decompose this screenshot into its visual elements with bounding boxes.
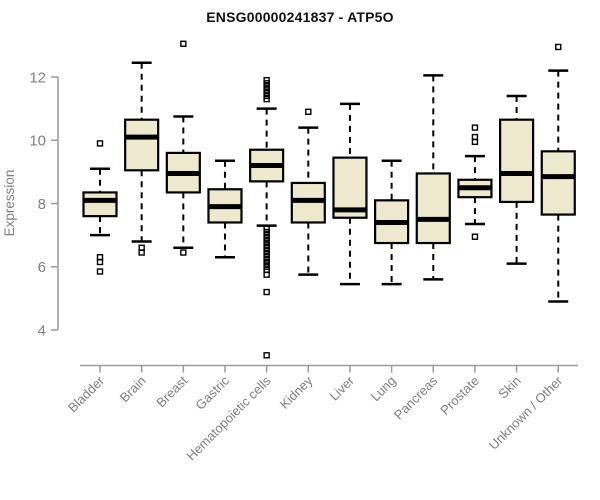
boxplot-unknown-other: [540, 43, 576, 303]
outlier-point: [138, 249, 145, 256]
boxplot-liver: [332, 102, 368, 286]
x-category-label: Bladder: [65, 373, 108, 416]
x-category-label: Lung: [368, 373, 399, 404]
boxplot-brain: [124, 61, 160, 256]
y-tick-label: 4: [38, 322, 46, 339]
y-axis-label: Expression: [2, 170, 17, 237]
boxplot-gastric: [207, 159, 243, 259]
outlier-point: [180, 249, 187, 256]
y-tick-label: 10: [29, 133, 46, 150]
x-category-label: Breast: [153, 373, 190, 410]
x-category-label: Unknown / Other: [486, 373, 566, 453]
box: [540, 150, 576, 216]
boxplot-lung: [374, 159, 410, 286]
outlier-point: [471, 124, 479, 131]
box: [415, 172, 451, 245]
outlier-point: [96, 268, 104, 275]
outlier-point: [305, 108, 312, 115]
x-category-label: Brain: [117, 373, 149, 405]
box: [124, 118, 160, 172]
outlier-point: [263, 352, 270, 359]
x-category-label: Gastric: [192, 373, 232, 413]
box: [82, 191, 118, 218]
boxplot-skin: [499, 94, 535, 265]
outlier-point: [263, 95, 270, 103]
outlier-point: [471, 233, 479, 240]
x-category-label: Pancreas: [391, 373, 441, 423]
outlier-point: [96, 140, 104, 147]
boxplot-breast: [165, 40, 201, 256]
outlier-point: [96, 258, 104, 266]
boxplot-hematopoietic-cells: [249, 76, 285, 359]
boxplot-bladder: [82, 140, 118, 275]
x-category-label: Kidney: [277, 373, 316, 412]
x-category-label: Liver: [327, 373, 358, 404]
outlier-point: [180, 40, 187, 47]
box: [499, 118, 535, 204]
x-category-label: Prostate: [437, 373, 482, 418]
chart-title: ENSG00000241837 - ATP5O: [206, 9, 394, 25]
outlier-point: [263, 271, 270, 278]
y-tick-label: 12: [29, 69, 46, 86]
x-category-label: Skin: [495, 373, 523, 401]
boxplot-pancreas: [415, 74, 451, 281]
outlier-point: [555, 43, 562, 51]
y-tick-label: 6: [38, 259, 46, 276]
y-axis: 4 6 8 10 12: [29, 69, 59, 339]
boxplot-prostate: [457, 124, 493, 240]
boxplot-kidney: [290, 108, 326, 276]
outlier-point: [263, 288, 270, 296]
y-tick-label: 8: [38, 196, 46, 213]
outlier-point: [471, 138, 479, 146]
